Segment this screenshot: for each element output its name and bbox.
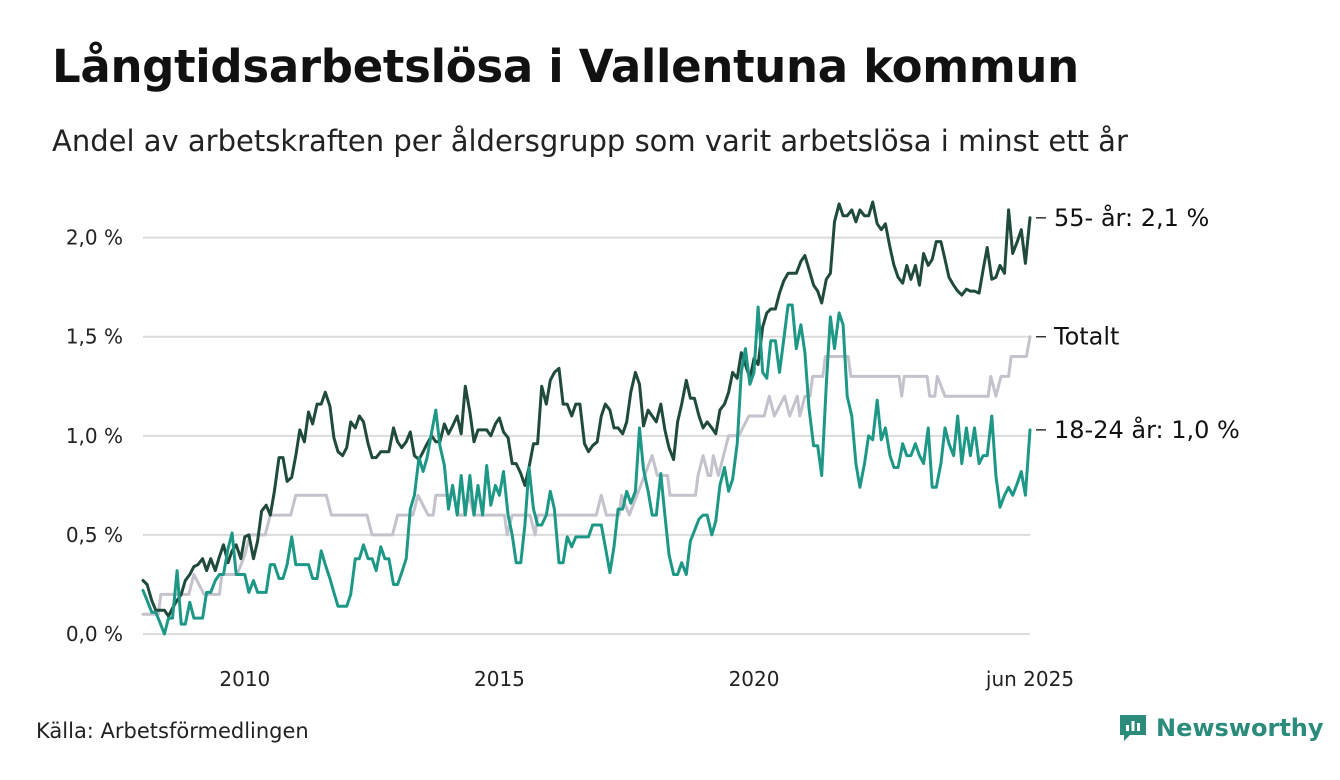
- y-tick-label: 0,5 %: [66, 523, 123, 547]
- end-labels: Totalt 55- år: 2,1 % 18-24 år: 1,0 %: [1036, 203, 1240, 444]
- series-line: [141, 303, 1032, 636]
- chart-title: Långtidsarbetslösa i Vallentuna kommun: [52, 40, 1079, 93]
- end-label: 55- år: 2,1 %: [1054, 203, 1209, 232]
- line-chart: 0,0 % 0,5 % 1,0 % 1,5 % 2,0 % 2010 2015 2020 ju…: [66, 200, 1240, 691]
- end-label: 18-24 år: 1,0 %: [1054, 415, 1240, 444]
- end-label: Totalt: [1053, 323, 1119, 351]
- source-note: Källa: Arbetsförmedlingen: [36, 719, 309, 743]
- x-axis-ticks: 2010 2015 2020 jun 2025: [219, 667, 1074, 691]
- y-tick-label: 1,0 %: [66, 424, 123, 448]
- y-tick-label: 1,5 %: [66, 325, 123, 349]
- y-tick-label: 0,0 %: [66, 622, 123, 646]
- series-lines: [141, 200, 1032, 636]
- y-tick-label: 2,0 %: [66, 226, 123, 250]
- newsworthy-logo-icon: [1120, 715, 1146, 741]
- series-line: [141, 200, 1032, 618]
- x-tick-label: 2020: [729, 667, 780, 691]
- gridlines: [143, 236, 1030, 635]
- brand-name: Newsworthy: [1156, 714, 1324, 742]
- y-axis-ticks: 0,0 % 0,5 % 1,0 % 1,5 % 2,0 %: [66, 226, 123, 646]
- brand-logo: Newsworthy: [1118, 713, 1324, 743]
- x-tick-label: jun 2025: [985, 667, 1074, 691]
- x-tick-label: 2010: [219, 667, 270, 691]
- chart-subtitle: Andel av arbetskraften per åldersgrupp s…: [52, 124, 1128, 158]
- x-tick-label: 2015: [474, 667, 525, 691]
